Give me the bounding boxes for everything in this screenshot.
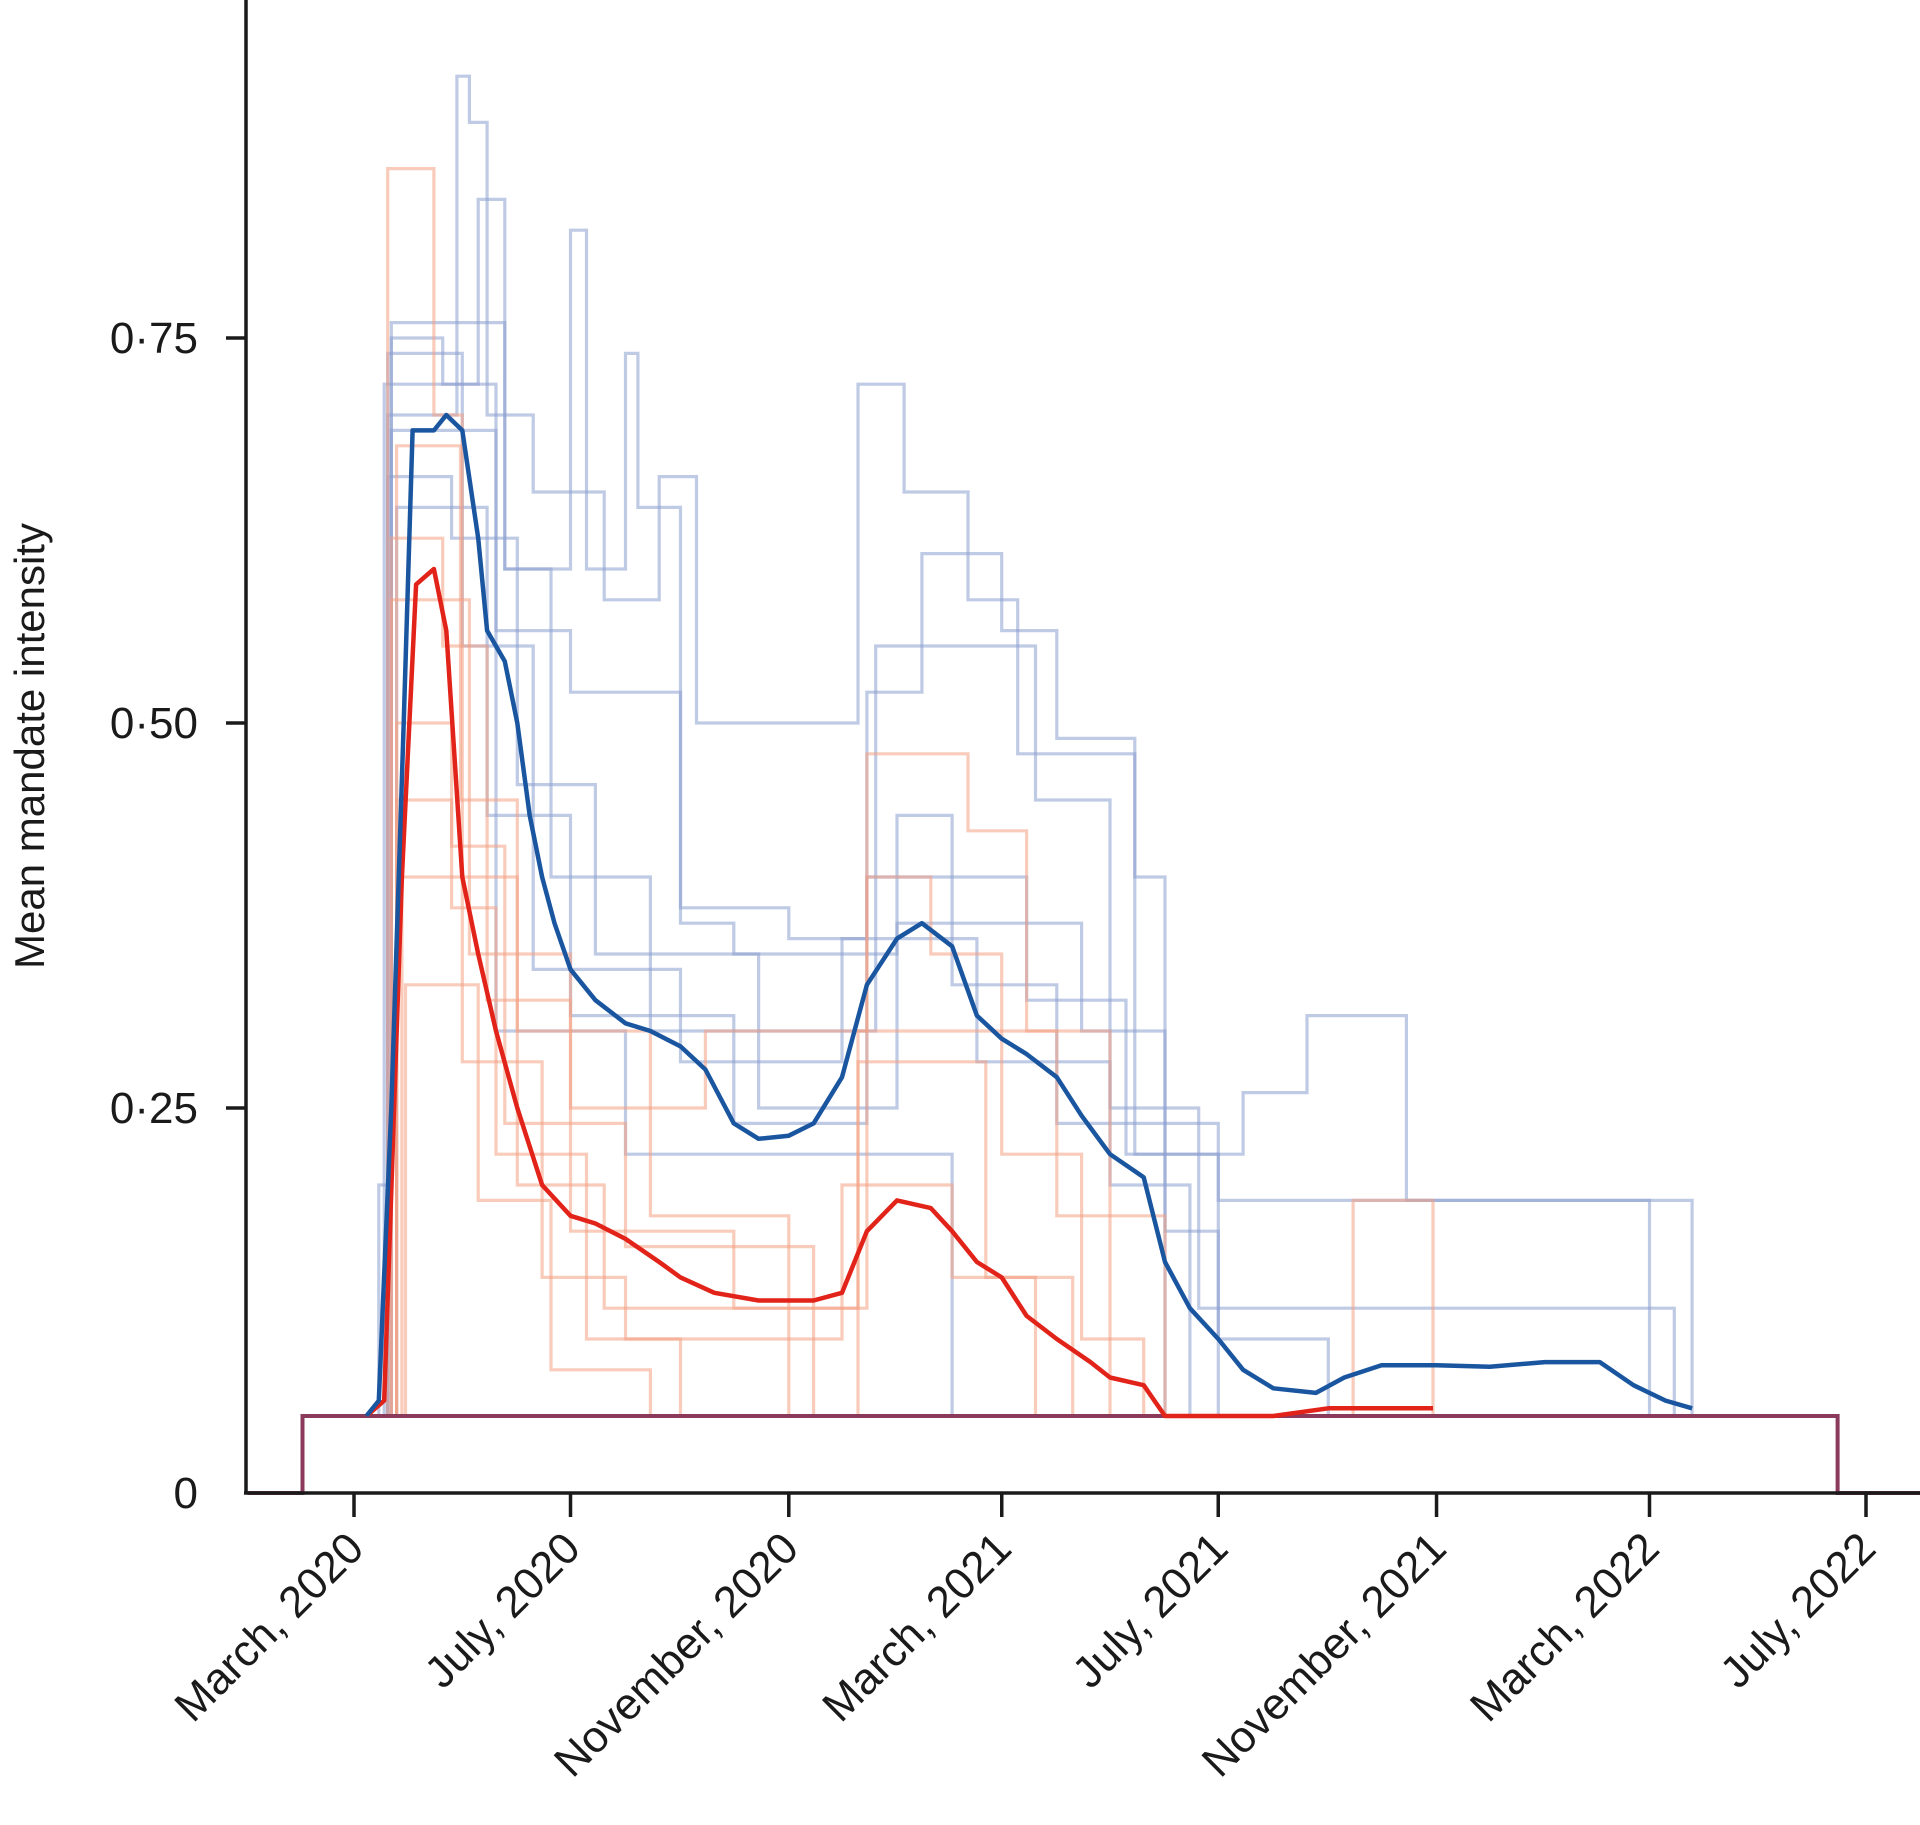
x-tick-label: July, 2022 (1711, 1523, 1885, 1697)
x-tick-label: July, 2020 (415, 1523, 589, 1697)
baseline-series-line-1 (247, 1414, 1920, 1495)
blue-faint-series-line-4 (389, 428, 1694, 1416)
red-faint-series-line-1 (386, 167, 791, 1416)
y-tick-label: 0·50 (110, 699, 198, 748)
x-tick-label: March, 2022 (1461, 1523, 1669, 1731)
y-ticks: 0 0·25 0·50 0·75 (110, 314, 246, 1518)
y-tick-label: 0·25 (110, 1084, 198, 1133)
blue-faint-series-line-6 (386, 475, 1652, 1416)
x-tick-label: July, 2021 (1063, 1523, 1237, 1697)
y-axis-title: Mean mandate intensity (6, 523, 53, 969)
series-layer (247, 74, 1920, 1495)
blue-faint-series-line-5 (389, 321, 1676, 1416)
y-tick-label: 0·75 (110, 314, 198, 363)
red-faint-series-line-7 (389, 598, 1435, 1418)
red-faint-series-line-6 (403, 983, 653, 1416)
red-faint-series-line-5 (395, 444, 1146, 1416)
blue-faint-series-line-3 (382, 197, 1167, 1416)
blue-mean-series-line-1 (364, 412, 1693, 1418)
x-tick-label: March, 2021 (813, 1523, 1021, 1731)
y-tick-label: 0 (174, 1469, 198, 1518)
x-tick-label: March, 2020 (165, 1523, 373, 1731)
axes-layer (244, 0, 1920, 1495)
red-faint-series-line-2 (395, 721, 683, 1416)
red-faint-series-line-8 (395, 798, 1075, 1418)
red-mean-series-line-1 (364, 566, 1433, 1419)
